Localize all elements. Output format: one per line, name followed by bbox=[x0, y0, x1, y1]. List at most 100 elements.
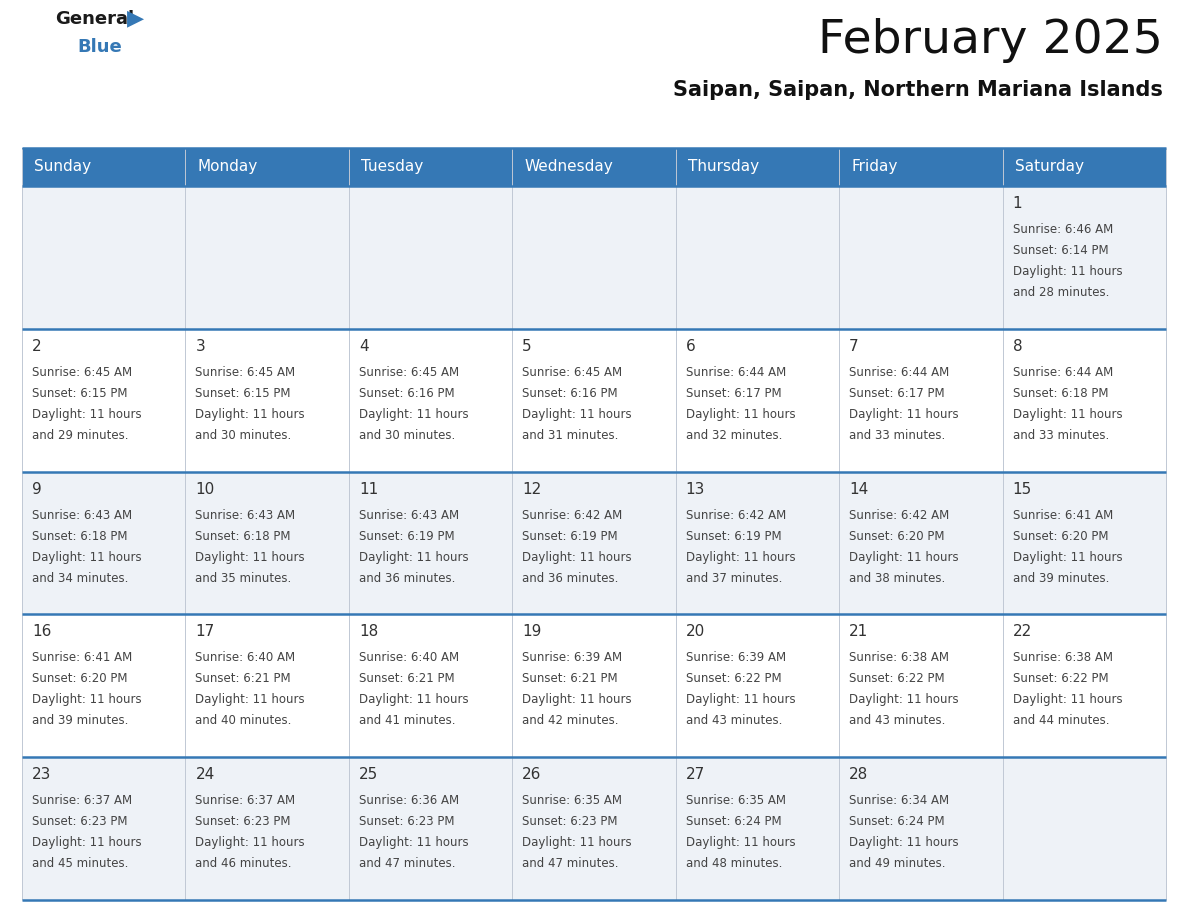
Text: Sunrise: 6:46 AM: Sunrise: 6:46 AM bbox=[1012, 223, 1113, 236]
Text: Daylight: 11 hours: Daylight: 11 hours bbox=[685, 551, 795, 564]
Text: and 33 minutes.: and 33 minutes. bbox=[849, 429, 946, 442]
Text: Sunset: 6:18 PM: Sunset: 6:18 PM bbox=[196, 530, 291, 543]
Text: Sunset: 6:19 PM: Sunset: 6:19 PM bbox=[523, 530, 618, 543]
Text: and 32 minutes.: and 32 minutes. bbox=[685, 429, 782, 442]
Text: 25: 25 bbox=[359, 767, 378, 782]
Text: Sunset: 6:23 PM: Sunset: 6:23 PM bbox=[196, 815, 291, 828]
Bar bbox=[23, 329, 1165, 472]
Text: Daylight: 11 hours: Daylight: 11 hours bbox=[32, 408, 141, 420]
Text: Sunrise: 6:44 AM: Sunrise: 6:44 AM bbox=[685, 365, 786, 379]
Text: 20: 20 bbox=[685, 624, 704, 640]
Text: Sunrise: 6:43 AM: Sunrise: 6:43 AM bbox=[32, 509, 132, 521]
Text: Daylight: 11 hours: Daylight: 11 hours bbox=[849, 836, 959, 849]
Text: Daylight: 11 hours: Daylight: 11 hours bbox=[685, 836, 795, 849]
Text: Sunset: 6:21 PM: Sunset: 6:21 PM bbox=[196, 672, 291, 686]
Text: 4: 4 bbox=[359, 339, 368, 353]
Text: Sunrise: 6:39 AM: Sunrise: 6:39 AM bbox=[523, 652, 623, 665]
Text: 7: 7 bbox=[849, 339, 859, 353]
Text: and 47 minutes.: and 47 minutes. bbox=[359, 857, 455, 870]
Text: Daylight: 11 hours: Daylight: 11 hours bbox=[32, 551, 141, 564]
Text: Sunrise: 6:44 AM: Sunrise: 6:44 AM bbox=[849, 365, 949, 379]
Text: Sunset: 6:16 PM: Sunset: 6:16 PM bbox=[359, 386, 455, 400]
Text: 21: 21 bbox=[849, 624, 868, 640]
Text: Saturday: Saturday bbox=[1015, 160, 1083, 174]
Text: 28: 28 bbox=[849, 767, 868, 782]
Text: Saipan, Saipan, Northern Mariana Islands: Saipan, Saipan, Northern Mariana Islands bbox=[674, 80, 1163, 100]
Text: Sunrise: 6:45 AM: Sunrise: 6:45 AM bbox=[32, 365, 132, 379]
Text: Sunrise: 6:45 AM: Sunrise: 6:45 AM bbox=[196, 365, 296, 379]
Text: Sunrise: 6:41 AM: Sunrise: 6:41 AM bbox=[32, 652, 132, 665]
Text: Sunrise: 6:37 AM: Sunrise: 6:37 AM bbox=[32, 794, 132, 807]
Text: Sunset: 6:22 PM: Sunset: 6:22 PM bbox=[849, 672, 944, 686]
Text: Sunrise: 6:36 AM: Sunrise: 6:36 AM bbox=[359, 794, 459, 807]
Text: 13: 13 bbox=[685, 482, 706, 497]
Text: Sunset: 6:22 PM: Sunset: 6:22 PM bbox=[1012, 672, 1108, 686]
Text: General: General bbox=[55, 10, 134, 28]
Text: and 31 minutes.: and 31 minutes. bbox=[523, 429, 619, 442]
Bar bbox=[349, 148, 512, 186]
Text: and 43 minutes.: and 43 minutes. bbox=[849, 714, 946, 727]
Text: Sunset: 6:16 PM: Sunset: 6:16 PM bbox=[523, 386, 618, 400]
Text: and 37 minutes.: and 37 minutes. bbox=[685, 572, 782, 585]
Text: Sunset: 6:23 PM: Sunset: 6:23 PM bbox=[523, 815, 618, 828]
Text: and 43 minutes.: and 43 minutes. bbox=[685, 714, 782, 727]
Text: 6: 6 bbox=[685, 339, 695, 353]
Text: Sunset: 6:18 PM: Sunset: 6:18 PM bbox=[1012, 386, 1108, 400]
Text: Wednesday: Wednesday bbox=[524, 160, 613, 174]
Text: Monday: Monday bbox=[197, 160, 258, 174]
Text: Sunset: 6:19 PM: Sunset: 6:19 PM bbox=[359, 530, 455, 543]
Text: Daylight: 11 hours: Daylight: 11 hours bbox=[523, 551, 632, 564]
Text: and 45 minutes.: and 45 minutes. bbox=[32, 857, 128, 870]
Text: and 38 minutes.: and 38 minutes. bbox=[849, 572, 946, 585]
Text: Sunset: 6:15 PM: Sunset: 6:15 PM bbox=[32, 386, 127, 400]
Text: 9: 9 bbox=[32, 482, 42, 497]
Text: Daylight: 11 hours: Daylight: 11 hours bbox=[685, 408, 795, 420]
Text: Sunset: 6:17 PM: Sunset: 6:17 PM bbox=[685, 386, 782, 400]
Text: Daylight: 11 hours: Daylight: 11 hours bbox=[523, 408, 632, 420]
Text: Blue: Blue bbox=[77, 38, 121, 56]
Bar bbox=[23, 472, 1165, 614]
Text: and 29 minutes.: and 29 minutes. bbox=[32, 429, 128, 442]
Text: Sunrise: 6:40 AM: Sunrise: 6:40 AM bbox=[359, 652, 459, 665]
Text: Sunset: 6:21 PM: Sunset: 6:21 PM bbox=[359, 672, 455, 686]
Text: and 41 minutes.: and 41 minutes. bbox=[359, 714, 455, 727]
Text: Daylight: 11 hours: Daylight: 11 hours bbox=[32, 836, 141, 849]
Text: 23: 23 bbox=[32, 767, 51, 782]
Text: 1: 1 bbox=[1012, 196, 1022, 211]
Text: Daylight: 11 hours: Daylight: 11 hours bbox=[359, 551, 468, 564]
Text: Daylight: 11 hours: Daylight: 11 hours bbox=[196, 836, 305, 849]
Bar bbox=[839, 148, 1003, 186]
Text: 16: 16 bbox=[32, 624, 51, 640]
Text: Sunset: 6:15 PM: Sunset: 6:15 PM bbox=[196, 386, 291, 400]
Text: Sunrise: 6:42 AM: Sunrise: 6:42 AM bbox=[685, 509, 786, 521]
Text: 15: 15 bbox=[1012, 482, 1032, 497]
Text: Sunday: Sunday bbox=[34, 160, 91, 174]
Text: 26: 26 bbox=[523, 767, 542, 782]
Bar bbox=[676, 148, 839, 186]
Text: Daylight: 11 hours: Daylight: 11 hours bbox=[1012, 265, 1123, 278]
Text: and 46 minutes.: and 46 minutes. bbox=[196, 857, 292, 870]
Text: 18: 18 bbox=[359, 624, 378, 640]
Text: Daylight: 11 hours: Daylight: 11 hours bbox=[196, 408, 305, 420]
Text: Daylight: 11 hours: Daylight: 11 hours bbox=[359, 408, 468, 420]
Text: Sunset: 6:24 PM: Sunset: 6:24 PM bbox=[685, 815, 782, 828]
Text: and 44 minutes.: and 44 minutes. bbox=[1012, 714, 1110, 727]
Text: and 49 minutes.: and 49 minutes. bbox=[849, 857, 946, 870]
Bar bbox=[23, 148, 185, 186]
Text: 12: 12 bbox=[523, 482, 542, 497]
Text: 3: 3 bbox=[196, 339, 206, 353]
Text: 11: 11 bbox=[359, 482, 378, 497]
Text: and 47 minutes.: and 47 minutes. bbox=[523, 857, 619, 870]
Text: 27: 27 bbox=[685, 767, 704, 782]
Text: Sunrise: 6:39 AM: Sunrise: 6:39 AM bbox=[685, 652, 785, 665]
Text: Daylight: 11 hours: Daylight: 11 hours bbox=[359, 836, 468, 849]
Text: Friday: Friday bbox=[851, 160, 897, 174]
Text: Sunrise: 6:35 AM: Sunrise: 6:35 AM bbox=[685, 794, 785, 807]
Text: Daylight: 11 hours: Daylight: 11 hours bbox=[849, 408, 959, 420]
Text: and 39 minutes.: and 39 minutes. bbox=[1012, 572, 1108, 585]
Text: Sunset: 6:14 PM: Sunset: 6:14 PM bbox=[1012, 244, 1108, 257]
Text: 22: 22 bbox=[1012, 624, 1032, 640]
Text: Sunset: 6:20 PM: Sunset: 6:20 PM bbox=[1012, 530, 1108, 543]
Bar bbox=[185, 148, 349, 186]
Text: Daylight: 11 hours: Daylight: 11 hours bbox=[1012, 408, 1123, 420]
